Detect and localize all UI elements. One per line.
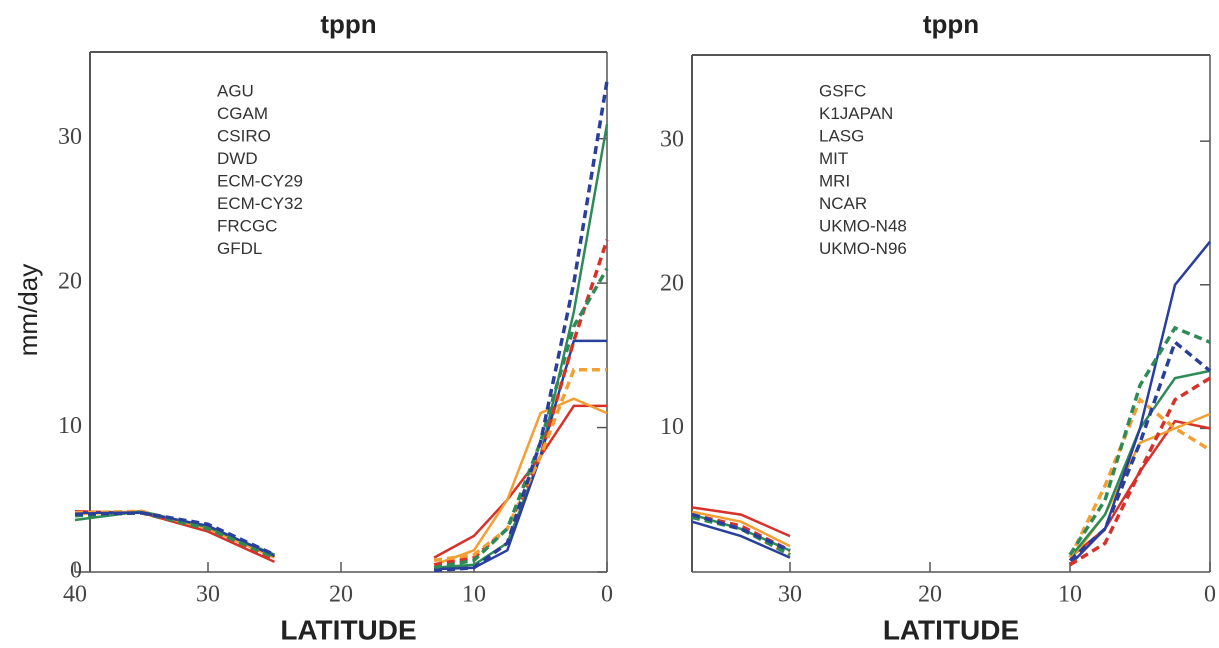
y-axis-label: mm/day	[13, 264, 43, 356]
y-tick-label: 10	[58, 413, 82, 439]
x-axis-label: LATITUDE	[883, 614, 1019, 645]
y-tick-label: 20	[660, 270, 684, 296]
chart-title: tppn	[923, 9, 979, 39]
legend-entry: MIT	[819, 149, 848, 168]
series-line	[691, 396, 1211, 559]
legend-entry: AGU	[217, 81, 254, 100]
legend-entry: NCAR	[819, 194, 867, 213]
series-line	[74, 368, 607, 563]
series-line	[74, 267, 609, 570]
legend-entry: GFDL	[217, 239, 262, 258]
x-tick-label: 40	[63, 582, 87, 608]
legend-entry: ECM-CY32	[217, 194, 303, 213]
y-tick-label: 10	[660, 414, 684, 440]
x-tick-label: 10	[1058, 582, 1082, 608]
legend-entry: FRCGC	[217, 216, 277, 235]
legend-entry: K1JAPAN	[819, 104, 893, 123]
y-tick-label: 20	[58, 269, 82, 295]
series-line	[691, 325, 1211, 557]
y-tick-label: 30	[660, 127, 684, 153]
legend-entry: GSFC	[819, 81, 866, 100]
x-tick-label: 10	[462, 582, 486, 608]
series-line	[691, 240, 1211, 566]
chart-title: tppn	[320, 9, 376, 39]
series-line	[74, 80, 609, 573]
legend-entry: CGAM	[217, 104, 268, 123]
legend-entry: UKMO-N48	[819, 216, 907, 235]
y-tick-label: 30	[58, 124, 82, 150]
x-axis-label: LATITUDE	[280, 614, 416, 645]
x-tick-label: 20	[918, 582, 942, 608]
y-tick-label: 0	[70, 558, 82, 584]
legend-entry: LASG	[819, 126, 864, 145]
series-line	[74, 123, 609, 569]
legend-entry: DWD	[217, 149, 258, 168]
x-tick-label: 0	[1204, 582, 1216, 608]
legend-entry: ECM-CY29	[217, 171, 303, 190]
x-tick-label: 20	[329, 582, 353, 608]
x-tick-label: 30	[778, 582, 802, 608]
legend-entry: CSIRO	[217, 126, 271, 145]
legend-entry: MRI	[819, 171, 850, 190]
legend-entry: UKMO-N96	[819, 239, 907, 258]
x-tick-label: 30	[196, 582, 220, 608]
x-tick-label: 0	[601, 582, 613, 608]
series-line	[691, 339, 1212, 562]
series-line	[75, 339, 607, 571]
